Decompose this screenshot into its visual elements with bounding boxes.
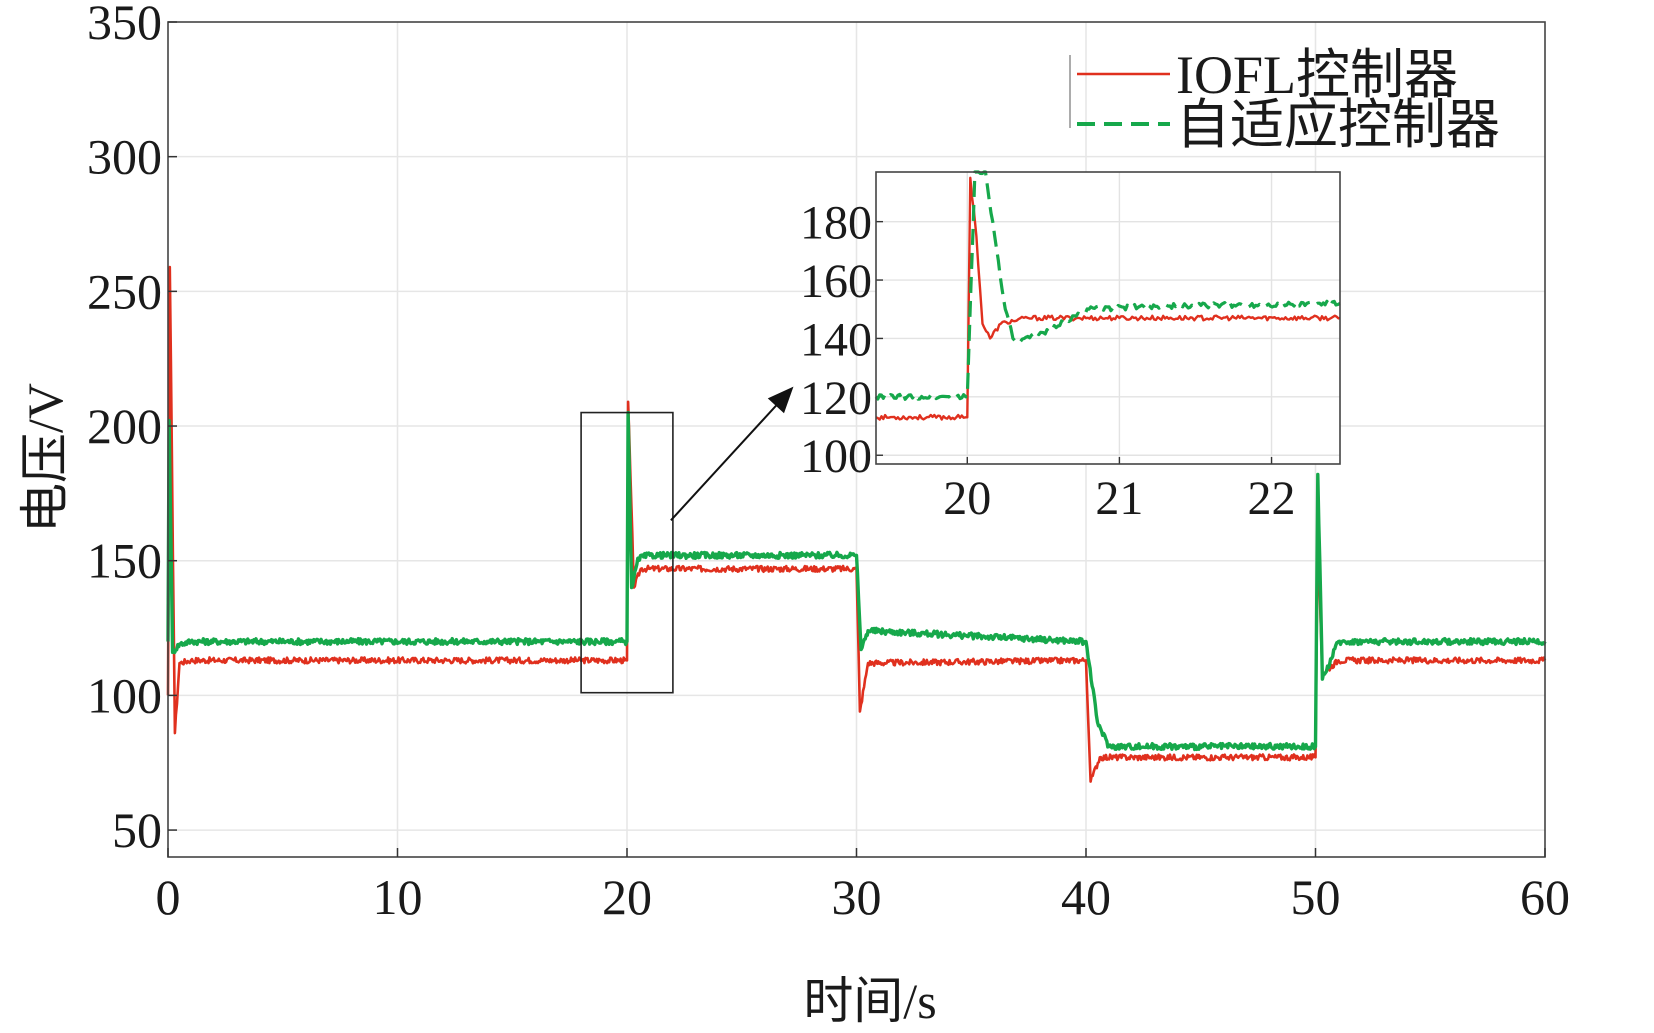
- y-tick-label-300: 300: [87, 129, 162, 185]
- series-layer: [166, 265, 1547, 783]
- zoom-box: [580, 411, 674, 694]
- inset-series-line-1: [874, 170, 1341, 401]
- y-tick-label-150: 150: [87, 533, 162, 589]
- inset-y-tick-label-140: 140: [800, 313, 872, 366]
- inset-y-tick-label-160: 160: [800, 255, 872, 308]
- x-tick-label-10: 10: [373, 869, 423, 925]
- inset-y-tick-label-100: 100: [800, 430, 872, 483]
- series-line-1: [166, 410, 1547, 752]
- zoom-arrow-line: [670, 396, 785, 521]
- y-tick-label-100: 100: [87, 667, 162, 723]
- x-tick-label-50: 50: [1291, 869, 1341, 925]
- y-tick-label-50: 50: [112, 802, 162, 858]
- axis-ticks: 0 10 20 30 40 50 60 50 100 150 200 250 300 350: [87, 0, 1570, 925]
- inset-y-tick-label-120: 120: [800, 372, 872, 425]
- legend-label-1: 自适应控制器: [1176, 95, 1500, 155]
- inset-x-tick-label-21: 21: [1095, 472, 1143, 525]
- x-tick-label-40: 40: [1061, 869, 1111, 925]
- x-tick-label-30: 30: [832, 869, 882, 925]
- y-tick-label-250: 250: [87, 263, 162, 319]
- inset-x-tick-label-20: 20: [943, 472, 991, 525]
- legend-label-0: IOFL控制器: [1176, 45, 1458, 105]
- y-tick-label-350: 350: [87, 0, 162, 50]
- x-tick-label-60: 60: [1520, 869, 1570, 925]
- x-tick-label-0: 0: [156, 869, 181, 925]
- x-axis-title: 时间/s: [803, 973, 936, 1028]
- inset-x-tick-label-22: 22: [1248, 472, 1296, 525]
- zoom-source-box: [580, 411, 674, 694]
- zoom-arrow-head: [767, 386, 794, 414]
- inset-frame: [875, 171, 1341, 465]
- inset-y-tick-label-180: 180: [800, 197, 872, 250]
- x-tick-label-20: 20: [602, 869, 652, 925]
- y-tick-label-200: 200: [87, 398, 162, 454]
- inset-series-line-0: [875, 176, 1341, 421]
- y-axis-title: 电压/V: [17, 383, 73, 533]
